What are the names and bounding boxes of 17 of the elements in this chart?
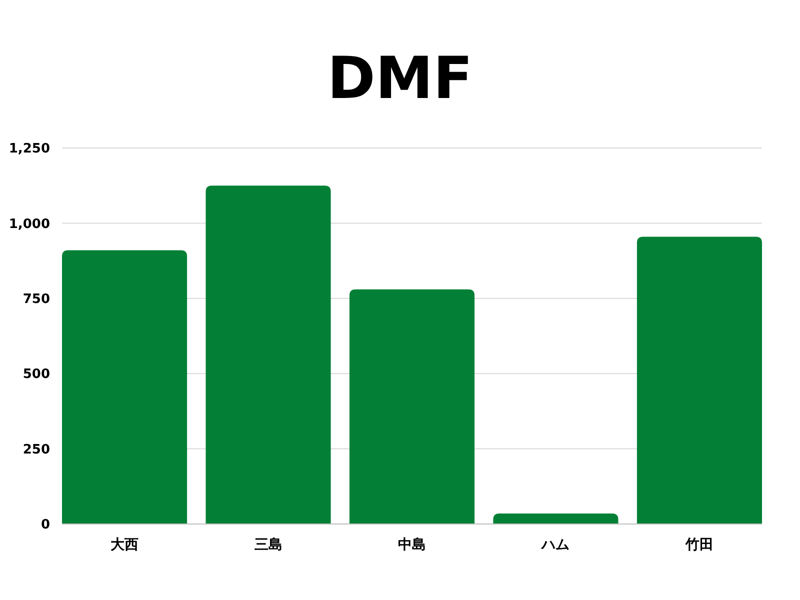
chart-title: DMF [327,44,473,112]
bar [493,513,618,524]
x-tick-label: 三島 [254,537,282,553]
bar [349,289,475,524]
bar [636,236,762,524]
x-tick-label: ハム [540,537,570,553]
y-tick-label: 1,250 [8,142,50,157]
y-tick-label: 0 [40,518,50,533]
bar [206,186,331,524]
x-tick-label: 中島 [398,537,426,553]
y-tick-label: 500 [22,367,50,382]
bar [62,250,188,524]
x-tick-label: 竹田 [684,537,714,553]
x-tick-label: 大西 [110,537,139,553]
y-tick-label: 1,000 [8,216,50,232]
y-tick-label: 750 [22,292,50,307]
y-tick-label: 250 [22,442,50,458]
